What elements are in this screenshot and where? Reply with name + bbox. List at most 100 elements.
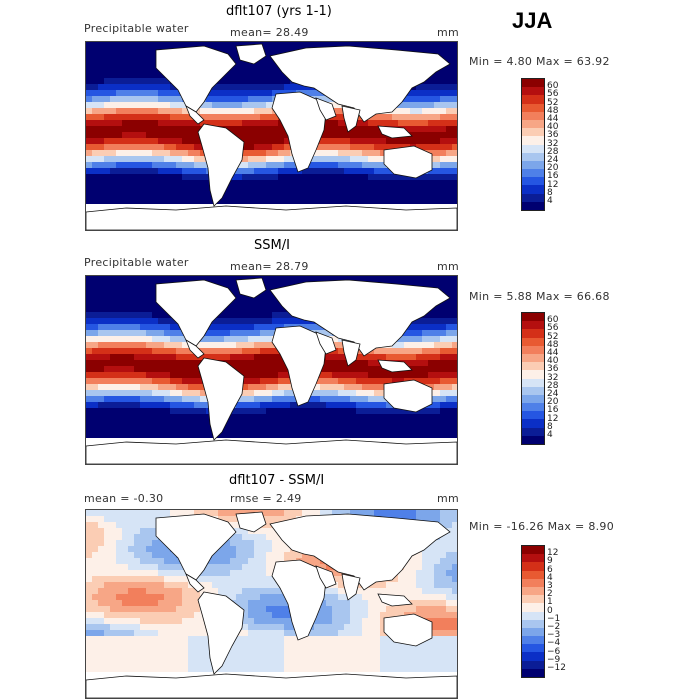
panel1-minmax-label: Min = 4.80 Max = 63.92 — [469, 55, 610, 68]
colorbar-tick-label: 52 — [547, 331, 559, 342]
colorbar-tick-label: −12 — [547, 663, 566, 673]
colorbar-swatch — [522, 111, 544, 120]
panel2-minmax-label: Min = 5.88 Max = 66.68 — [469, 290, 610, 303]
colorbar-tick-label: 12 — [547, 179, 559, 190]
colorbar-swatch — [522, 362, 544, 371]
colorbar-tick-label: −3 — [547, 630, 561, 641]
colorbar-swatch — [522, 329, 544, 338]
panel1-units-label: mm — [437, 26, 460, 39]
colorbar-swatch — [522, 394, 544, 404]
colorbar-tick-label: 12 — [547, 548, 559, 559]
colorbar-swatch — [522, 652, 544, 661]
colorbar-swatch — [522, 419, 544, 428]
colorbar-swatch — [522, 636, 544, 645]
colorbar-tick-label: −9 — [547, 654, 561, 665]
panel1-colorbar — [521, 78, 545, 211]
colorbar-swatch — [522, 321, 544, 330]
colorbar-tick-label: 36 — [547, 364, 559, 375]
colorbar-swatch — [522, 201, 544, 210]
panel3-map — [85, 509, 458, 699]
colorbar-swatch — [522, 128, 544, 137]
colorbar-swatch — [522, 337, 544, 346]
colorbar-tick-label: 16 — [547, 405, 559, 416]
colorbar-swatch — [522, 378, 544, 387]
map-field — [86, 42, 457, 230]
panel1-title: dflt107 (yrs 1-1) — [226, 4, 332, 19]
map-field — [86, 276, 457, 464]
colorbar-tick-label: 20 — [547, 397, 559, 408]
colorbar-swatch — [522, 562, 544, 571]
colorbar-tick-label: −6 — [547, 646, 561, 657]
colorbar-tick-label: 60 — [547, 81, 559, 92]
colorbar-tick-label: 48 — [547, 339, 559, 350]
colorbar-swatch — [522, 313, 544, 322]
colorbar-tick-label: 4 — [547, 196, 553, 206]
colorbar-tick-label: 1 — [547, 597, 553, 608]
colorbar-swatch — [522, 570, 544, 579]
colorbar-swatch — [522, 79, 544, 88]
colorbar-swatch — [522, 554, 544, 563]
colorbar-tick-label: 28 — [547, 380, 559, 391]
colorbar-swatch — [522, 353, 544, 363]
colorbar-tick-label: 0 — [547, 605, 553, 616]
colorbar-swatch — [522, 435, 544, 444]
colorbar-swatch — [522, 144, 544, 153]
colorbar-tick-label: 56 — [547, 323, 559, 334]
colorbar-tick-label: 4 — [547, 572, 553, 583]
colorbar-swatch — [522, 660, 544, 669]
colorbar-tick-label: 9 — [547, 556, 553, 567]
colorbar-swatch — [522, 185, 544, 194]
colorbar-tick-label: 28 — [547, 146, 559, 157]
colorbar-tick-label: 48 — [547, 105, 559, 116]
colorbar-swatch — [522, 668, 544, 677]
colorbar-tick-label: 24 — [547, 155, 559, 165]
panel1-mean-label: mean= 28.49 — [230, 26, 309, 39]
colorbar-swatch — [522, 169, 544, 178]
colorbar-tick-label: 12 — [547, 413, 559, 424]
colorbar-tick-label: 40 — [547, 122, 559, 133]
panel3-mean-label: mean = -0.30 — [84, 492, 164, 505]
colorbar-swatch — [522, 345, 544, 354]
panel3-colorbar — [521, 545, 545, 678]
colorbar-swatch — [522, 152, 544, 161]
panel2-units-label: mm — [437, 260, 460, 273]
colorbar-tick-label: 60 — [547, 315, 559, 326]
colorbar-tick-label: 8 — [547, 421, 553, 432]
colorbar-tick-label: 20 — [547, 163, 559, 174]
colorbar-tick-label: −4 — [547, 638, 561, 649]
colorbar-swatch — [522, 136, 544, 145]
colorbar-tick-label: 56 — [547, 89, 559, 100]
colorbar-swatch — [522, 87, 544, 96]
colorbar-swatch — [522, 619, 544, 628]
colorbar-swatch — [522, 644, 544, 653]
colorbar-tick-label: −1 — [547, 613, 561, 624]
colorbar-swatch — [522, 103, 544, 112]
panel2-title: SSM/I — [254, 238, 290, 253]
map-field — [86, 510, 457, 698]
colorbar-swatch — [522, 627, 544, 637]
colorbar-tick-label: 8 — [547, 187, 553, 198]
colorbar-tick-label: 6 — [547, 564, 553, 575]
panel3-rmse-label: rmse = 2.49 — [230, 492, 302, 505]
colorbar-swatch — [522, 586, 544, 596]
colorbar-swatch — [522, 177, 544, 186]
colorbar-swatch — [522, 603, 544, 612]
colorbar-tick-label: 16 — [547, 171, 559, 182]
panel2-mean-label: mean= 28.79 — [230, 260, 309, 273]
colorbar-tick-label: 3 — [547, 581, 553, 591]
colorbar-tick-label: 36 — [547, 130, 559, 141]
colorbar-swatch — [522, 95, 544, 104]
panel1-variable-label: Precipitable water — [84, 22, 189, 35]
colorbar-tick-label: −2 — [547, 622, 561, 632]
colorbar-tick-label: 40 — [547, 356, 559, 367]
colorbar-swatch — [522, 427, 544, 436]
season-label: JJA — [512, 8, 553, 33]
colorbar-swatch — [522, 411, 544, 420]
colorbar-swatch — [522, 160, 544, 170]
colorbar-swatch — [522, 386, 544, 395]
colorbar-tick-label: 2 — [547, 589, 553, 600]
colorbar-tick-label: 32 — [547, 372, 559, 383]
colorbar-swatch — [522, 370, 544, 379]
colorbar-swatch — [522, 403, 544, 412]
panel3-title: dflt107 - SSM/I — [229, 473, 325, 488]
